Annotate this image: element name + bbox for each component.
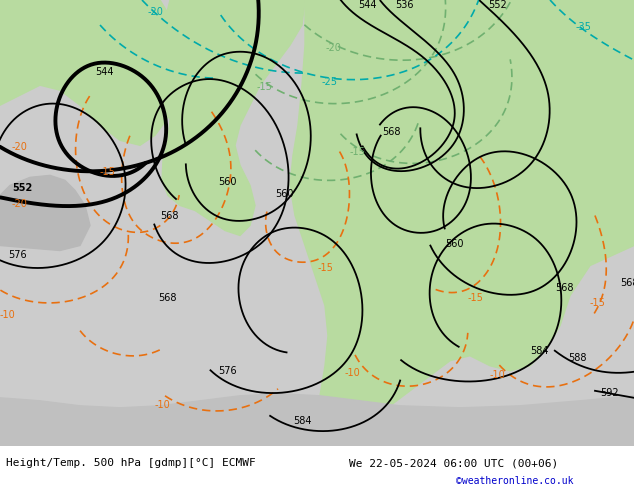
Text: -35: -35	[576, 22, 592, 32]
Text: -20: -20	[12, 142, 28, 152]
Text: 584: 584	[293, 416, 311, 426]
Text: -15: -15	[318, 263, 334, 272]
Text: -15: -15	[100, 168, 116, 177]
Text: 536: 536	[395, 0, 413, 10]
Polygon shape	[0, 394, 634, 446]
Text: -10: -10	[490, 370, 506, 380]
Text: -20: -20	[148, 7, 164, 17]
Text: 568: 568	[382, 127, 401, 137]
Polygon shape	[0, 0, 185, 146]
Text: 588: 588	[568, 353, 586, 363]
Text: -10: -10	[155, 400, 171, 410]
Polygon shape	[290, 0, 634, 441]
Text: 568: 568	[555, 283, 574, 293]
Text: 544: 544	[358, 0, 377, 10]
Polygon shape	[158, 0, 305, 236]
Text: 568: 568	[620, 277, 634, 288]
Text: 552: 552	[12, 183, 32, 194]
Text: 576: 576	[8, 249, 27, 260]
Text: -15: -15	[590, 297, 606, 308]
Text: 576: 576	[218, 366, 236, 376]
Polygon shape	[0, 175, 90, 250]
Text: 592: 592	[600, 388, 619, 398]
Text: -10: -10	[0, 310, 16, 319]
Text: 544: 544	[95, 67, 113, 77]
Text: 560: 560	[218, 177, 236, 187]
Text: ©weatheronline.co.uk: ©weatheronline.co.uk	[456, 476, 574, 486]
Text: Height/Temp. 500 hPa [gdmp][°C] ECMWF: Height/Temp. 500 hPa [gdmp][°C] ECMWF	[6, 458, 256, 468]
Text: -15: -15	[257, 82, 273, 92]
Text: 568: 568	[160, 212, 179, 221]
Text: 568: 568	[158, 293, 176, 303]
Text: 584: 584	[530, 346, 548, 356]
Text: -20: -20	[12, 199, 28, 209]
Text: 552: 552	[488, 0, 507, 10]
Text: -15: -15	[350, 147, 366, 157]
Text: 560: 560	[275, 190, 294, 199]
Text: We 22-05-2024 06:00 UTC (00+06): We 22-05-2024 06:00 UTC (00+06)	[349, 458, 558, 468]
Text: -20: -20	[326, 43, 342, 53]
Text: -15: -15	[468, 293, 484, 303]
Text: 560: 560	[445, 240, 463, 249]
Text: -25: -25	[322, 77, 338, 87]
Text: -10: -10	[345, 368, 361, 378]
